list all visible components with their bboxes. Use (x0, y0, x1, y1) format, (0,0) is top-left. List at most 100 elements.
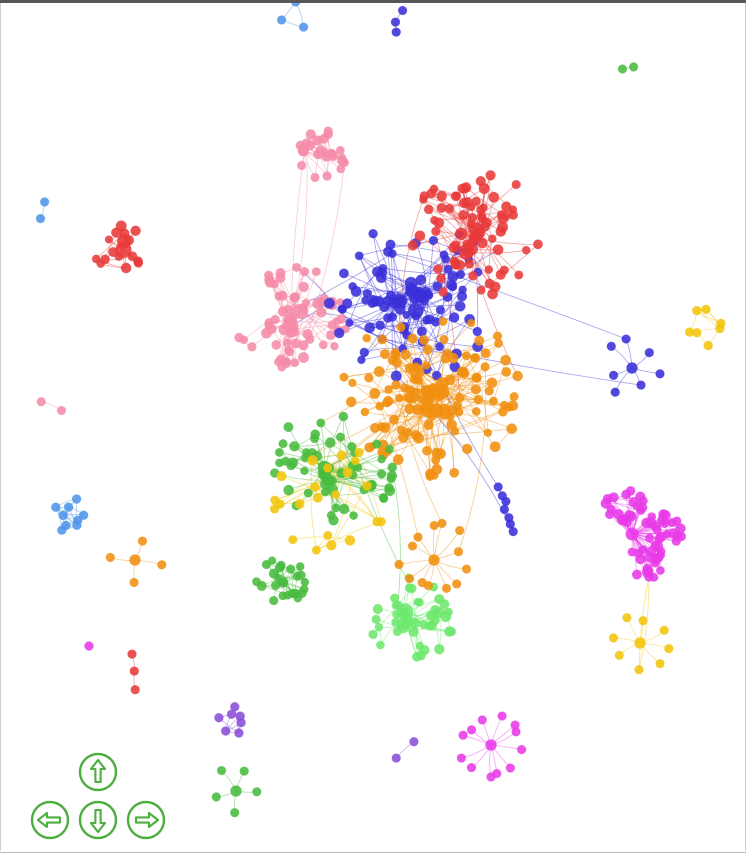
graph-node[interactable] (655, 659, 665, 669)
graph-node[interactable] (323, 530, 333, 541)
graph-node[interactable] (425, 610, 437, 621)
graph-node[interactable] (487, 234, 497, 244)
graph-node[interactable] (373, 366, 385, 377)
graph-node[interactable] (650, 557, 661, 568)
graph-node[interactable] (288, 535, 298, 545)
graph-node[interactable] (422, 445, 432, 456)
graph-node[interactable] (335, 432, 345, 442)
graph-node[interactable] (394, 303, 406, 315)
graph-node[interactable] (376, 640, 385, 650)
graph-node[interactable] (371, 614, 381, 624)
graph-node[interactable] (501, 201, 512, 212)
graph-node[interactable] (684, 327, 695, 337)
graph-node[interactable] (397, 5, 408, 16)
pan-left-button[interactable] (28, 798, 72, 842)
graph-node[interactable] (264, 277, 276, 288)
graph-node[interactable] (369, 422, 381, 433)
graph-node[interactable] (345, 318, 354, 327)
graph-node[interactable] (388, 414, 399, 425)
graph-node[interactable] (466, 762, 477, 773)
graph-node[interactable] (436, 190, 448, 202)
graph-node[interactable] (276, 470, 287, 482)
graph-node[interactable] (435, 342, 444, 352)
graph-node[interactable] (362, 480, 372, 491)
pan-up-button[interactable] (76, 750, 120, 794)
graph-node[interactable] (472, 373, 482, 383)
graph-node[interactable] (634, 637, 646, 649)
graph-node[interactable] (354, 251, 364, 261)
graph-node[interactable] (439, 250, 449, 260)
graph-node[interactable] (391, 380, 401, 390)
graph-node[interactable] (130, 225, 141, 237)
graph-node[interactable] (672, 516, 682, 526)
graph-node[interactable] (309, 433, 320, 444)
graph-node[interactable] (379, 348, 391, 360)
graph-node[interactable] (481, 217, 492, 229)
graph-node[interactable] (235, 711, 245, 721)
graph-node[interactable] (129, 577, 139, 588)
graph-node[interactable] (58, 510, 68, 521)
graph-node[interactable] (449, 467, 460, 478)
graph-node[interactable] (447, 271, 459, 282)
graph-node[interactable] (426, 188, 437, 199)
graph-node[interactable] (474, 335, 485, 346)
graph-node[interactable] (322, 171, 332, 181)
graph-node[interactable] (276, 15, 287, 25)
graph-node[interactable] (470, 384, 481, 395)
graph-node[interactable] (297, 351, 310, 364)
graph-node[interactable] (466, 318, 476, 328)
graph-node[interactable] (644, 347, 654, 358)
pan-down-button[interactable] (76, 798, 120, 842)
graph-node[interactable] (403, 427, 413, 438)
graph-node[interactable] (458, 285, 467, 295)
graph-node[interactable] (312, 492, 323, 503)
graph-node[interactable] (390, 17, 401, 27)
graph-node[interactable] (336, 164, 346, 174)
graph-node[interactable] (273, 357, 283, 367)
graph-node[interactable] (289, 441, 300, 452)
graph-node[interactable] (497, 221, 509, 233)
graph-node[interactable] (275, 499, 285, 509)
graph-node[interactable] (277, 576, 289, 588)
graph-node[interactable] (72, 520, 82, 531)
graph-node[interactable] (379, 493, 389, 504)
graph-node[interactable] (409, 737, 419, 747)
graph-node[interactable] (404, 362, 416, 374)
graph-node[interactable] (413, 597, 422, 607)
graph-node[interactable] (374, 622, 384, 632)
graph-canvas[interactable] (1, 3, 745, 848)
graph-node[interactable] (369, 294, 378, 304)
graph-node[interactable] (436, 273, 446, 284)
graph-node[interactable] (342, 467, 353, 478)
graph-node[interactable] (394, 559, 404, 570)
graph-node[interactable] (348, 378, 357, 388)
graph-node[interactable] (364, 373, 374, 383)
graph-node[interactable] (405, 284, 417, 296)
graph-node[interactable] (372, 516, 382, 527)
graph-node[interactable] (428, 382, 439, 394)
graph-node[interactable] (377, 447, 387, 457)
graph-node[interactable] (105, 552, 115, 563)
graph-node[interactable] (621, 517, 632, 528)
graph-node[interactable] (305, 129, 317, 140)
graph-node[interactable] (446, 419, 458, 431)
graph-node[interactable] (301, 138, 312, 148)
graph-node[interactable] (447, 352, 459, 364)
graph-node[interactable] (450, 240, 461, 251)
graph-node[interactable] (438, 287, 448, 297)
graph-node[interactable] (326, 540, 337, 551)
graph-node[interactable] (361, 295, 371, 305)
graph-node[interactable] (84, 641, 94, 651)
graph-node[interactable] (129, 554, 141, 566)
graph-node[interactable] (400, 618, 410, 628)
graph-node[interactable] (498, 406, 508, 417)
graph-node[interactable] (286, 564, 296, 574)
graph-node[interactable] (282, 357, 291, 366)
graph-node[interactable] (413, 432, 425, 444)
graph-node[interactable] (336, 450, 347, 461)
graph-node[interactable] (421, 403, 432, 414)
graph-node[interactable] (638, 496, 648, 506)
graph-node[interactable] (287, 457, 299, 469)
graph-node[interactable] (613, 508, 624, 520)
graph-node[interactable] (655, 566, 665, 575)
